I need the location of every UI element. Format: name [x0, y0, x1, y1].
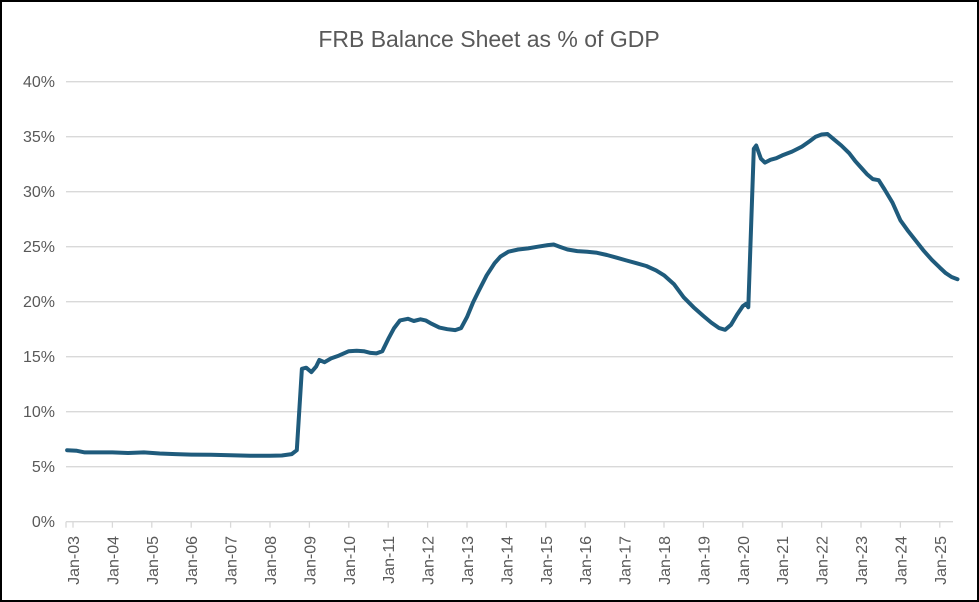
- y-axis-tick-label: 35%: [23, 129, 55, 146]
- y-axis-tick-label: 30%: [23, 184, 55, 201]
- x-axis-tick-label: Jan-06: [184, 536, 201, 585]
- y-axis-tick-label: 40%: [23, 74, 55, 91]
- y-axis-tick-label: 0%: [32, 514, 55, 531]
- x-axis-tick-label: Jan-19: [696, 536, 713, 585]
- x-axis-tick-label: Jan-22: [815, 536, 832, 585]
- y-axis-tick-label: 5%: [32, 459, 55, 476]
- x-axis-tick-label: Jan-16: [578, 536, 595, 585]
- x-axis-tick-label: Jan-23: [854, 536, 871, 585]
- x-axis-tick-label: Jan-15: [539, 536, 556, 585]
- x-axis-tick-label: Jan-14: [499, 536, 516, 585]
- y-axis-tick-label: 25%: [23, 239, 55, 256]
- x-axis-tick-label: Jan-09: [302, 536, 319, 585]
- gridlines-layer: [66, 81, 953, 468]
- x-axis-tick-label: Jan-12: [421, 536, 438, 585]
- x-axis-tick-label: Jan-24: [893, 536, 910, 585]
- data-series-layer: [65, 132, 960, 458]
- y-axis-tick-label: 10%: [23, 404, 55, 421]
- y-axis-tick-label: 15%: [23, 349, 55, 366]
- axis-labels-layer: 0% 5% 10% 15% 20% 25% 30% 35% 40% Jan-03 Jan-04 Jan…: [23, 74, 950, 585]
- x-axis-tick-label: Jan-05: [145, 536, 162, 585]
- x-axis-tick-label: Jan-03: [66, 536, 83, 585]
- balance-sheet-line: [65, 132, 960, 458]
- x-axis-tick-label: Jan-04: [105, 536, 122, 585]
- x-axis-tick-label: Jan-18: [657, 536, 674, 585]
- axes-layer: [65, 521, 953, 528]
- y-axis-tick-label: 20%: [23, 294, 55, 311]
- chart-title: FRB Balance Sheet as % of GDP: [318, 26, 659, 52]
- x-axis-tick-label: Jan-21: [775, 536, 792, 585]
- x-axis-tick-label: Jan-20: [736, 536, 753, 585]
- x-axis-tick-label: Jan-25: [933, 536, 950, 585]
- x-axis-tick-label: Jan-17: [618, 536, 635, 585]
- x-axis-tick-label: Jan-10: [342, 536, 359, 585]
- x-axis-tick-label: Jan-13: [460, 536, 477, 585]
- x-axis-tick-label: Jan-07: [224, 536, 241, 585]
- x-axis-tick-label: Jan-11: [381, 536, 398, 584]
- x-axis-tick-label: Jan-08: [263, 536, 280, 585]
